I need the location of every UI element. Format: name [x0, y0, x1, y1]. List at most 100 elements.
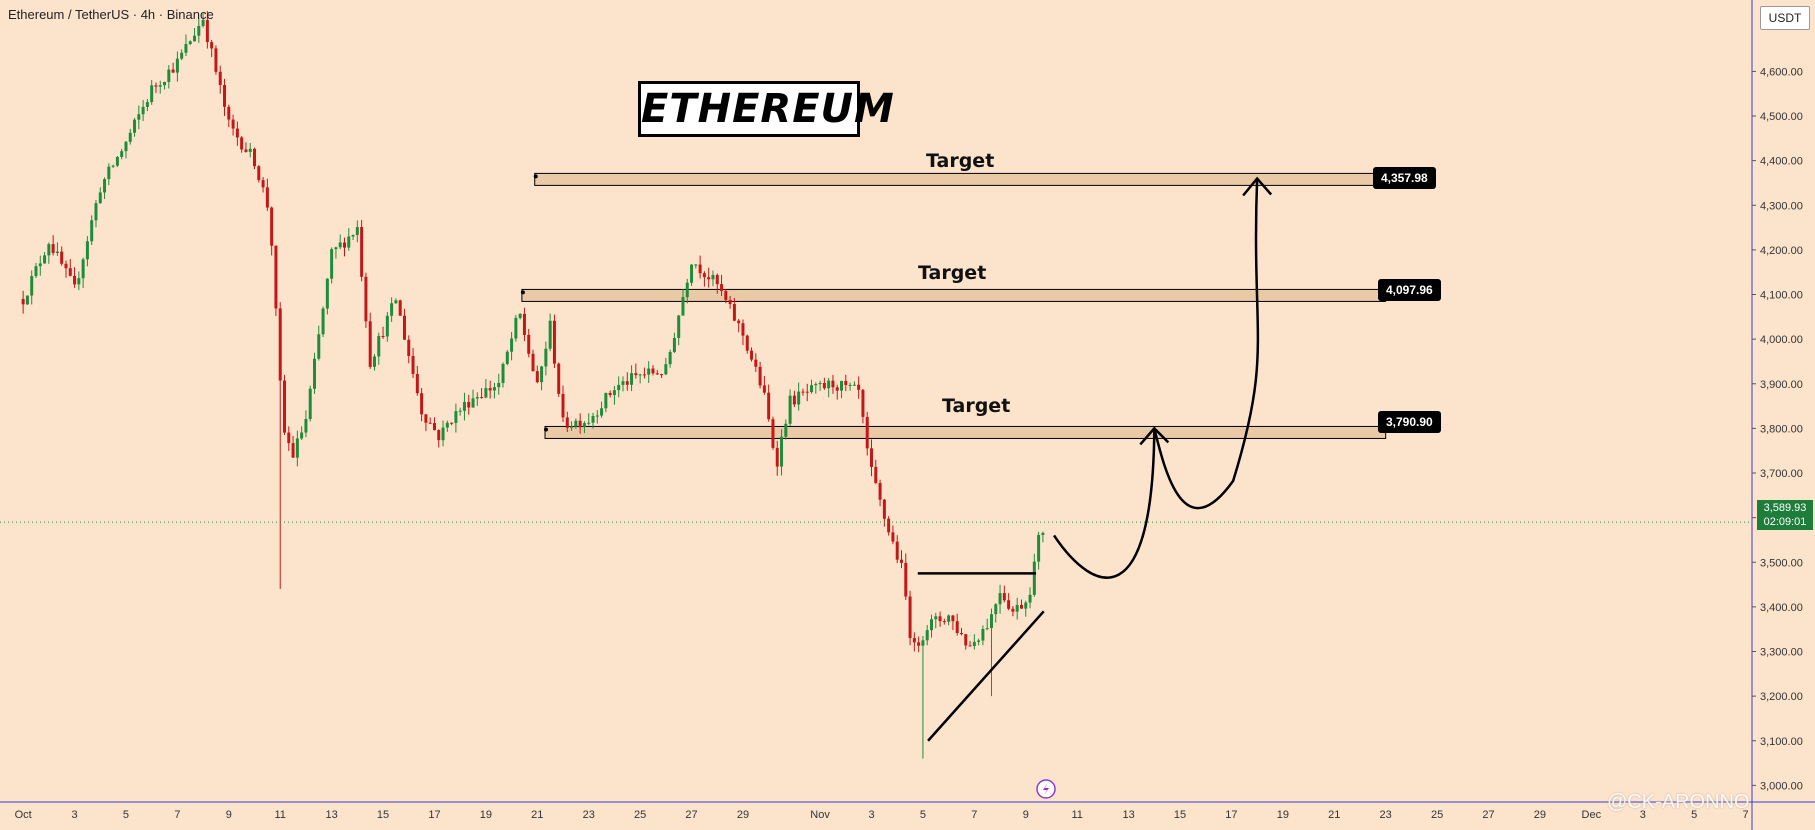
target-label-2: Target [918, 262, 987, 284]
candle-body [300, 432, 304, 439]
candle-body [784, 423, 788, 437]
target-anchor-1 [533, 174, 538, 179]
y-tick-label: 3,900.00 [1760, 379, 1803, 391]
candle-body [227, 106, 231, 120]
candle-body [471, 398, 475, 408]
candle-body [428, 422, 432, 424]
candle-body [797, 391, 801, 405]
candle-body [887, 518, 891, 533]
candle-body [561, 393, 565, 418]
candle-body [608, 392, 612, 396]
candle-body [870, 448, 874, 467]
arrow-head-2 [1242, 176, 1273, 197]
candle-body [510, 338, 514, 352]
candle-body [780, 436, 784, 467]
candle-body [938, 616, 942, 622]
y-tick-label: 3,000.00 [1760, 780, 1803, 792]
x-tick-label: Nov [810, 809, 830, 821]
candle-body [68, 268, 72, 276]
candle-body [831, 380, 835, 388]
candle-body [355, 227, 359, 235]
candle-body [929, 619, 933, 631]
candle-body [660, 374, 664, 376]
y-tick-label: 3,300.00 [1760, 647, 1803, 659]
candle-body [38, 263, 42, 267]
support-trendline [927, 610, 1045, 742]
candle-body [85, 241, 89, 260]
candle-body [707, 277, 711, 280]
candle-body [295, 438, 299, 458]
candle-body [137, 114, 141, 120]
x-tick-label: 5 [1691, 809, 1697, 821]
candle-body [223, 84, 227, 107]
candle-body [248, 148, 252, 152]
candle-body [312, 358, 316, 389]
candle-body [865, 416, 869, 449]
currency-badge[interactable]: USDT [1760, 6, 1810, 30]
candle-body [724, 290, 728, 300]
candle-body [244, 149, 248, 152]
x-tick-label: 19 [480, 809, 492, 821]
candle-body [124, 141, 128, 152]
candle-body [827, 380, 831, 389]
candle-body [690, 264, 694, 283]
x-tick-label: Dec [1582, 809, 1602, 821]
y-tick-label: 3,500.00 [1760, 557, 1803, 569]
candle-body [582, 423, 586, 428]
current-price-box: 3,589.93 02:09:01 [1757, 500, 1813, 530]
candle-body [445, 422, 449, 428]
candle-body [287, 432, 291, 444]
candle-body [985, 628, 989, 630]
candle-body [758, 366, 762, 386]
candle-body [810, 385, 814, 393]
candle-body [698, 264, 702, 274]
candle-body [480, 397, 484, 399]
candle-body [942, 621, 946, 623]
candle-body [77, 278, 81, 285]
target-zone-3 [544, 425, 1387, 439]
candle-body [454, 411, 458, 423]
candlestick-series [0, 11, 1752, 759]
candle-body [621, 381, 625, 385]
candle-body [762, 385, 766, 393]
candle-body [51, 244, 55, 254]
candle-body [878, 482, 882, 500]
candle-body [1019, 604, 1023, 609]
x-tick-label: 5 [920, 809, 926, 821]
projection-curve [1053, 178, 1260, 579]
candle-countdown: 02:09:01 [1763, 516, 1807, 528]
candle-body [201, 19, 205, 26]
candle-body [351, 234, 355, 237]
candle-body [822, 383, 826, 389]
candle-body [844, 380, 848, 385]
x-tick-label: 13 [326, 809, 338, 821]
x-tick-label: 7 [1743, 809, 1749, 821]
candle-body [364, 276, 368, 322]
candle-body [578, 420, 582, 428]
candle-body [557, 363, 561, 394]
candle-body [47, 244, 51, 256]
candle-body [921, 640, 925, 646]
candle-body [805, 391, 809, 393]
x-tick-label: 21 [531, 809, 543, 821]
candle-body [141, 106, 145, 115]
candle-body [874, 466, 878, 483]
candle-body [522, 313, 526, 335]
candle-body [775, 447, 779, 467]
candle-body [407, 339, 411, 356]
candle-body [390, 303, 394, 316]
candle-body [630, 373, 634, 385]
candle-body [158, 85, 162, 87]
candle-body [377, 336, 381, 357]
candle-body [840, 380, 844, 391]
y-tick-label: 3,800.00 [1760, 423, 1803, 435]
candle-body [1007, 600, 1011, 609]
candle-body [625, 381, 629, 385]
x-tick-label: 9 [226, 809, 232, 821]
candle-body [955, 621, 959, 633]
candle-body [488, 388, 492, 391]
candle-body [30, 276, 34, 296]
candle-body [989, 614, 993, 629]
y-tick-label: 4,400.00 [1760, 156, 1803, 168]
